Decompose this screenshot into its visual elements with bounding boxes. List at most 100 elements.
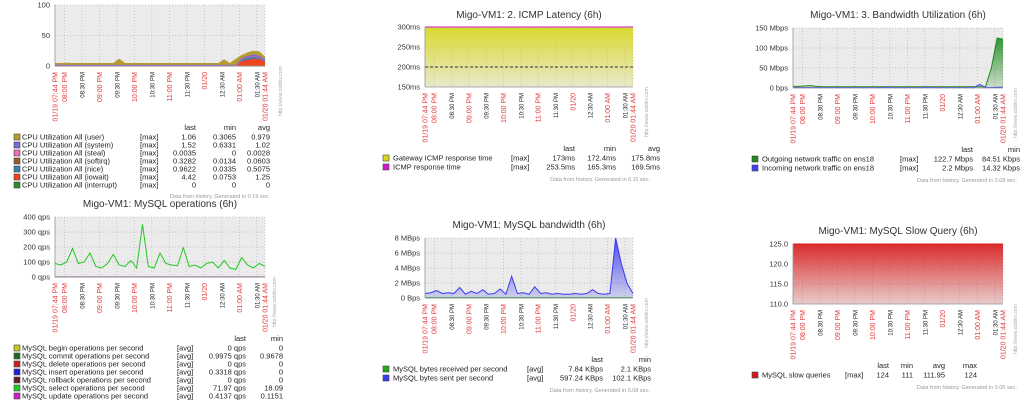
y-tick-label: 0 bps — [770, 84, 789, 93]
x-tick-label: 09:00 PM — [835, 310, 842, 340]
x-tick-label: 09:30 PM — [853, 94, 859, 120]
legend-header: last — [184, 123, 197, 132]
x-tick-label: 01/19 07:44 PM — [791, 310, 798, 360]
legend-series-name: CPU Utilization All (user) — [22, 133, 105, 142]
x-tick-label: 12:30 AM — [958, 310, 964, 335]
x-tick-label: 01:00 AM — [605, 93, 612, 123]
x-tick-label: 11:00 PM — [167, 283, 174, 313]
x-tick-label: 10:30 PM — [888, 94, 894, 120]
legend-swatch — [13, 181, 21, 189]
graph-footer: Data from history. Generated in 0.19 sec… — [170, 194, 271, 200]
legend-function: [max] — [900, 155, 918, 164]
chart-svg: Migo-VM1: 3. Bandwidth Utilization (6h) 1… — [751, 10, 1020, 184]
y-tick-label: 50 — [42, 31, 50, 40]
legend-stat-value: 14.32 Kbps — [982, 164, 1020, 173]
x-tick-label: 11:30 PM — [923, 94, 929, 119]
legend-stat-value: 165.3ms — [587, 163, 616, 172]
legend-header: min — [639, 355, 651, 364]
legend-series-name: MySQL commit operations per second — [22, 352, 149, 361]
x-tick-label: 01/19 07:44 PM — [423, 304, 430, 354]
legend-stat-value: 1.52 — [181, 141, 196, 150]
x-tick-label: 12:30 AM — [220, 72, 226, 97]
legend-header: avg — [933, 361, 945, 370]
y-tick-label: 100 — [37, 1, 50, 10]
x-tick-label: 01:30 AM — [623, 304, 629, 329]
legend-stat-value: 0.979 — [251, 133, 270, 142]
legend-stat-value: 0.0134 — [213, 157, 236, 166]
y-tick-label: 400 qps — [23, 213, 50, 222]
watermark: http://www.zabbix.com — [1013, 88, 1019, 138]
legend-stat-value: 0.1151 — [261, 392, 283, 401]
legend-stat-value: 84.51 Kbps — [982, 155, 1020, 164]
x-tick-label: 01:00 AM — [975, 310, 982, 340]
watermark: http://www.zabbix.com — [644, 87, 650, 137]
legend-stat-value: 1.06 — [181, 133, 196, 142]
legend-stat-value: 175.8ms — [631, 154, 660, 163]
x-tick-label: 01/20 01:44 AM — [263, 72, 270, 121]
legend-stat-value: 1.25 — [255, 173, 270, 182]
legend-stat-value: 0 — [279, 344, 283, 353]
x-tick-label: 11:30 PM — [554, 304, 560, 329]
y-tick-label: 300ms — [397, 23, 420, 32]
legend-header: last — [591, 355, 604, 364]
legend-stat-value: 102.1 KBps — [612, 374, 651, 383]
x-tick-label: 01/20 — [202, 72, 209, 90]
legend-stat-value: 0 qps — [228, 344, 247, 353]
x-tick-label: 01:00 AM — [605, 304, 612, 334]
x-tick-label: 09:30 PM — [853, 310, 859, 336]
x-tick-label: 01/20 01:44 AM — [1001, 94, 1008, 143]
legend-function: [avg] — [177, 376, 193, 385]
legend-series-name: CPU Utilization All (steal) — [22, 149, 106, 158]
x-tick-label: 01:00 AM — [975, 94, 982, 124]
graph-cpu-utilization: 100 50 0 01/19 07:44 PM 08:00 PM 08:30 PM 09:0… — [0, 0, 300, 200]
y-tick-label: 8 MBps — [395, 234, 421, 243]
legend-swatch — [13, 352, 21, 360]
legend-header: avg — [648, 144, 660, 153]
x-tick-labels: 01/19 07:44 PM 08:00 PM 08:30 PM 09:00 PM 09… — [423, 304, 638, 354]
legend-function: [max] — [511, 163, 529, 172]
chart-title: Migo-VM1: 3. Bandwidth Utilization (6h) — [810, 10, 986, 21]
legend-series-name: CPU Utilization All (nice) — [22, 165, 104, 174]
x-tick-label: 11:30 PM — [554, 93, 560, 118]
legend-stat-value: 173ms — [552, 154, 575, 163]
legend-function: [max] — [140, 165, 158, 174]
y-tick-label: 6 MBps — [395, 249, 421, 258]
legend-swatch — [13, 173, 21, 181]
x-tick-label: 10:30 PM — [888, 310, 894, 336]
x-tick-label: 08:00 PM — [800, 94, 807, 124]
x-tick-label: 10:00 PM — [870, 94, 877, 124]
legend-stat-value: 111.95 — [923, 371, 945, 380]
series-area — [793, 244, 1003, 304]
y-tick-label: 110.0 — [770, 300, 788, 309]
legend-stat-value: 0.4137 qps — [209, 392, 246, 401]
legend-stat-value: 0 — [279, 360, 283, 369]
x-tick-label: 10:00 PM — [870, 310, 877, 340]
x-tick-label: 08:00 PM — [432, 304, 439, 334]
legend: last min avg Gateway ICMP response time [max… — [382, 144, 660, 183]
legend-stat-value: 0.9678 — [260, 352, 283, 361]
legend-stat-value: 0 — [232, 181, 236, 190]
series-line — [424, 237, 634, 296]
x-tick-label: 11:00 PM — [536, 304, 543, 334]
legend: lastminavgMySQL begin operations per sec… — [13, 334, 283, 401]
legend-header: last — [234, 334, 247, 343]
chart-svg: Migo-VM1: MySQL Slow Query (6h) 125.0 120.… — [751, 226, 1019, 391]
legend-swatch — [13, 157, 21, 165]
legend-stat-value: 122.7 Mbps — [934, 155, 973, 164]
x-tick-label: 09:00 PM — [97, 283, 104, 313]
legend-swatch — [382, 163, 390, 171]
x-tick-label: 08:30 PM — [818, 94, 824, 120]
x-tick-label: 01/20 — [570, 304, 577, 322]
series-line — [793, 37, 1004, 88]
legend-swatch — [751, 155, 759, 163]
legend-function: [max] — [140, 181, 158, 190]
x-tick-label: 11:00 PM — [905, 94, 912, 124]
legend-swatch — [13, 141, 21, 149]
legend-series-name: CPU Utilization All (interrupt) — [22, 181, 118, 190]
legend-swatch — [13, 384, 21, 392]
x-tick-label: 12:30 AM — [220, 283, 226, 308]
legend-series-name: MySQL rollback operations per second — [22, 376, 151, 385]
x-tick-labels: 01/19 07:44 PM 08:00 PM 08:30 PM 09:00 PM 09… — [791, 94, 1008, 144]
x-tick-label: 08:30 PM — [450, 304, 456, 330]
